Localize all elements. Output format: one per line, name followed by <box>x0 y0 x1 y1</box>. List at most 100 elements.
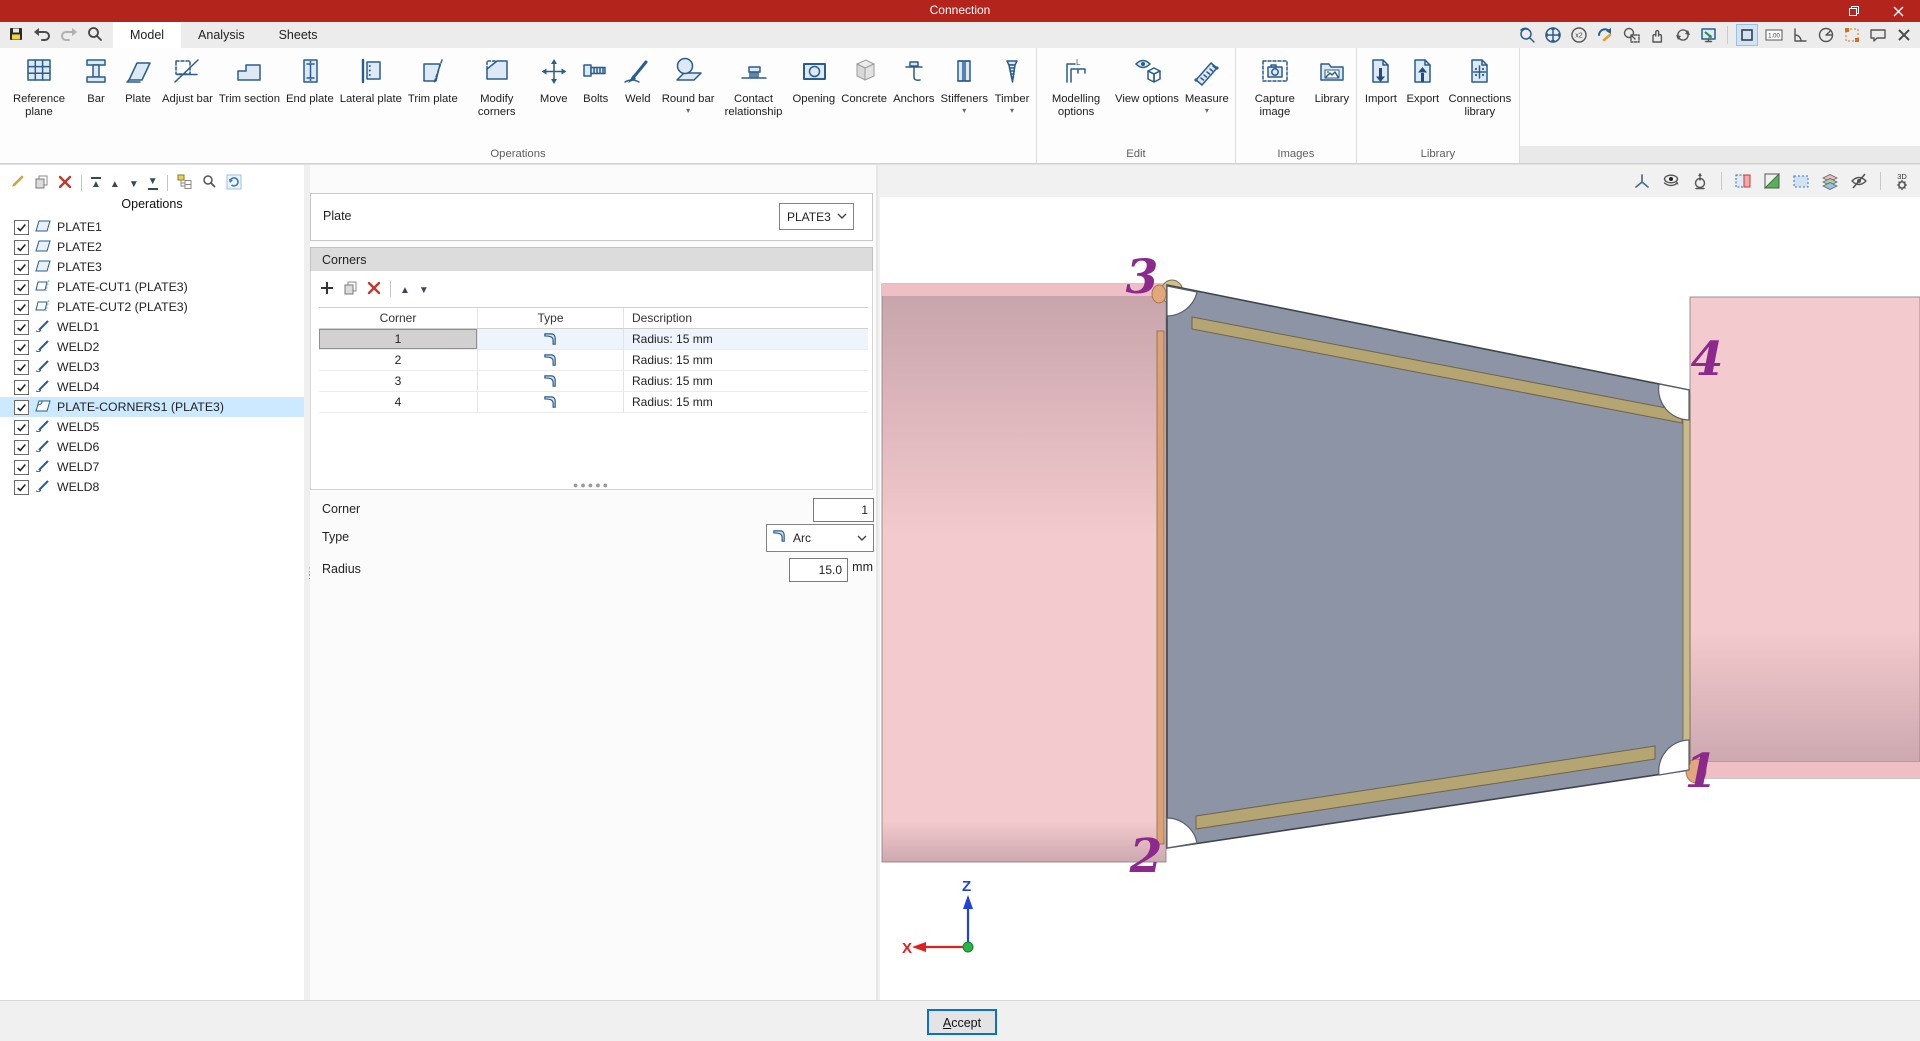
panel-splitter[interactable]: ⋮⋮ <box>304 165 314 1001</box>
redo-icon[interactable] <box>60 26 78 45</box>
plate-button[interactable]: Plate <box>117 51 159 147</box>
trim-plate-button[interactable]: Trim plate <box>405 51 461 147</box>
settings-3d-icon[interactable]: 3D <box>1892 171 1912 191</box>
move-up-icon[interactable]: ▲ <box>109 179 120 190</box>
import-button[interactable]: Import <box>1360 51 1402 147</box>
radius-input[interactable]: 15.0 <box>789 558 848 582</box>
modify-corners-button[interactable]: Modify corners <box>461 51 533 147</box>
checkbox[interactable] <box>14 359 29 375</box>
checkbox[interactable] <box>14 459 29 475</box>
measure-button[interactable]: Measure ▾ <box>1182 51 1232 147</box>
corner-input[interactable]: 1 <box>813 498 874 522</box>
angle-icon[interactable] <box>1790 25 1810 45</box>
search-icon[interactable] <box>202 174 217 192</box>
tab-analysis[interactable]: Analysis <box>198 28 245 42</box>
tree-item-plate2[interactable]: PLATE2 <box>0 237 304 257</box>
view-display-icon[interactable] <box>1699 25 1719 45</box>
copy-icon[interactable] <box>34 174 49 192</box>
beam-right[interactable] <box>1689 296 1920 779</box>
end-plate-button[interactable]: End plate <box>283 51 337 147</box>
export-button[interactable]: Export <box>1402 51 1444 147</box>
tree-view-icon[interactable] <box>177 174 193 192</box>
snap-grid-icon[interactable] <box>1842 25 1862 45</box>
timber-button[interactable]: Timber ▾ <box>991 51 1033 147</box>
zoom-extents-icon[interactable] <box>1543 25 1563 45</box>
close-view-icon[interactable] <box>1894 25 1914 45</box>
tree-item-plate-cut1[interactable]: PLATE-CUT1 (PLATE3) <box>0 277 304 297</box>
close-icon[interactable] <box>1876 0 1920 22</box>
rotate-view-icon[interactable] <box>1690 171 1710 191</box>
search-icon[interactable] <box>87 26 103 45</box>
move-button[interactable]: Move <box>533 51 575 147</box>
round-bar-button[interactable]: Round bar ▾ <box>659 51 718 147</box>
table-row[interactable]: 1 Radius: 15 mm <box>319 329 868 350</box>
plate-select[interactable]: PLATE3 <box>779 203 854 230</box>
checkbox[interactable] <box>14 319 29 335</box>
lateral-plate-button[interactable]: Lateral plate <box>337 51 405 147</box>
tree-item-weld2[interactable]: WELD2 <box>0 337 304 357</box>
tree-item-weld5[interactable]: WELD5 <box>0 417 304 437</box>
column-header-corner[interactable]: Corner <box>319 308 478 328</box>
tree-item-plate3[interactable]: PLATE3 <box>0 257 304 277</box>
connections-library-button[interactable]: Connections library <box>1444 51 1516 147</box>
tree-item-weld4[interactable]: WELD4 <box>0 377 304 397</box>
edit-icon[interactable] <box>10 174 25 192</box>
hide-elements-icon[interactable] <box>1849 171 1869 191</box>
zoom-window-icon[interactable] <box>1621 25 1641 45</box>
weld-button[interactable]: Weld <box>617 51 659 147</box>
redo-annotate-icon[interactable] <box>1595 25 1615 45</box>
checkbox[interactable] <box>14 259 29 275</box>
beam-left[interactable] <box>881 283 1167 863</box>
copy-icon[interactable] <box>343 280 358 298</box>
tree-item-plate-corners1[interactable]: PLATE-CORNERS1 (PLATE3) <box>0 397 304 417</box>
capture-image-button[interactable]: Capture image <box>1239 51 1311 147</box>
column-header-description[interactable]: Description <box>632 311 693 325</box>
tree-item-weld8[interactable]: WELD8 <box>0 477 304 497</box>
accept-button[interactable]: Accept <box>927 1009 997 1035</box>
protractor-icon[interactable] <box>1816 25 1836 45</box>
add-icon[interactable] <box>320 281 334 298</box>
scale-1-icon[interactable]: 1.00 <box>1764 25 1784 45</box>
reference-plane-button[interactable]: Reference plane <box>3 51 75 147</box>
contact-relationship-button[interactable]: Contact relationship <box>718 51 790 147</box>
checkbox[interactable] <box>14 279 29 295</box>
checkbox[interactable] <box>14 439 29 455</box>
table-row[interactable]: 3 Radius: 15 mm <box>319 371 868 392</box>
checkbox[interactable] <box>14 379 29 395</box>
move-to-top-icon[interactable]: ▲ <box>91 176 101 190</box>
table-row[interactable]: 2 Radius: 15 mm <box>319 350 868 371</box>
move-up-icon[interactable]: ▲ <box>400 285 410 296</box>
checkbox[interactable] <box>14 239 29 255</box>
concrete-button[interactable]: Concrete <box>838 51 890 147</box>
checkbox[interactable] <box>14 339 29 355</box>
delete-icon[interactable] <box>367 281 381 298</box>
table-row[interactable]: 4 Radius: 15 mm <box>319 392 868 413</box>
tree-item-weld6[interactable]: WELD6 <box>0 437 304 457</box>
resize-handle[interactable]: ●●●●● <box>572 480 611 490</box>
stiffeners-button[interactable]: Stiffeners ▾ <box>938 51 992 147</box>
tab-model[interactable]: Model <box>113 22 182 48</box>
opening-button[interactable]: Opening <box>790 51 839 147</box>
checkbox[interactable] <box>14 299 29 315</box>
tree-item-plate1[interactable]: PLATE1 <box>0 217 304 237</box>
move-down-icon[interactable]: ▼ <box>418 285 429 296</box>
panel-splitter[interactable] <box>876 165 878 1001</box>
tree-item-weld1[interactable]: WELD1 <box>0 317 304 337</box>
comment-icon[interactable] <box>1868 25 1888 45</box>
tree-item-plate-cut2[interactable]: PLATE-CUT2 (PLATE3) <box>0 297 304 317</box>
orbit-view-icon[interactable] <box>1661 171 1681 191</box>
zoom-factor-icon[interactable]: x2 <box>1569 25 1589 45</box>
move-down-icon[interactable]: ▼ <box>128 179 139 190</box>
checkbox[interactable] <box>14 219 29 235</box>
restore-icon[interactable] <box>1832 0 1876 22</box>
modelling-options-button[interactable]: L Modelling options <box>1040 51 1112 147</box>
adjust-bar-button[interactable]: Adjust bar <box>159 51 216 147</box>
refresh-bin-icon[interactable] <box>226 174 242 193</box>
view-options-button[interactable]: View options <box>1112 51 1182 147</box>
model-3d-scene[interactable]: 3 4 1 2 X Z <box>880 197 1920 1001</box>
weld-strips[interactable] <box>1156 316 1691 845</box>
section-view-icon[interactable] <box>1733 171 1753 191</box>
zoom-previous-icon[interactable] <box>1517 25 1537 45</box>
move-to-bottom-icon[interactable]: ▼ <box>147 176 158 190</box>
save-icon[interactable] <box>8 26 24 45</box>
